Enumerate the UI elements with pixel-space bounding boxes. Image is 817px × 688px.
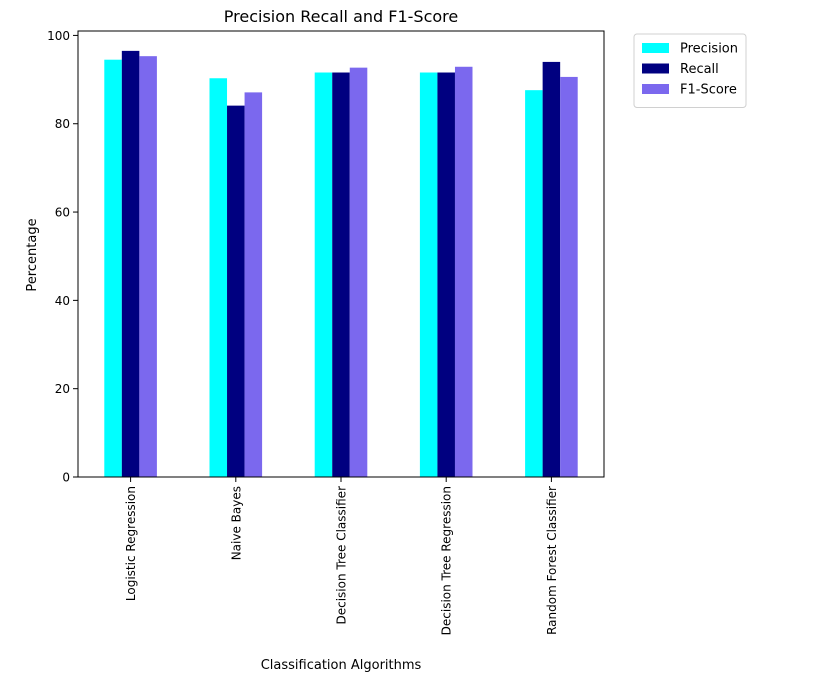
bar-f1-score-naive-bayes xyxy=(244,92,263,477)
bar-f1-score-logistic-regression xyxy=(139,56,157,478)
legend-label-precision: Precision xyxy=(680,42,738,57)
legend-swatch-f1-score xyxy=(642,84,669,94)
y-tick-label: 100 xyxy=(47,29,70,43)
y-tick-label: 80 xyxy=(55,117,70,131)
y-tick-label: 60 xyxy=(55,206,70,220)
x-axis-label: Classification Algorithms xyxy=(261,658,422,673)
x-tick-label-decision-tree-regression: Decision Tree Regression xyxy=(440,486,454,635)
legend: Precision Recall F1-Score xyxy=(633,33,747,108)
bar-recall-decision-tree-regression xyxy=(437,72,455,477)
bar-precision-decision-tree-regression xyxy=(419,72,438,477)
bar-recall-logistic-regression xyxy=(121,50,140,478)
chart-title: Precision Recall and F1-Score xyxy=(224,7,458,26)
legend-label-f1-score: F1-Score xyxy=(680,83,737,98)
legend-label-recall: Recall xyxy=(680,62,719,77)
bar-precision-random-forest-classifier xyxy=(525,90,543,478)
x-tick-label-logistic-regression: Logistic Regression xyxy=(124,486,138,601)
bar-f1-score-decision-tree-classifier xyxy=(349,67,368,478)
legend-swatch-recall xyxy=(642,63,669,74)
y-axis: 0 20 40 60 80 100 xyxy=(47,29,78,485)
y-tick-label: 40 xyxy=(55,294,70,308)
bar-precision-naive-bayes xyxy=(209,78,228,477)
y-tick-label: 0 xyxy=(62,471,70,485)
x-tick-label-random-forest-classifier: Random Forest Classifier xyxy=(545,486,559,635)
bars-layer xyxy=(104,50,578,478)
x-tick-label-decision-tree-classifier: Decision Tree Classifier xyxy=(335,486,349,625)
y-axis-label: Percentage xyxy=(25,218,40,291)
y-tick-label: 20 xyxy=(55,382,70,396)
x-tick-label-naive-bayes: Naive Bayes xyxy=(229,486,243,560)
bar-precision-logistic-regression xyxy=(104,59,122,477)
bar-f1-score-random-forest-classifier xyxy=(560,76,578,478)
bar-recall-decision-tree-classifier xyxy=(332,72,350,477)
x-axis: Logistic Regression Naive Bayes Decision T… xyxy=(124,477,559,635)
bar-recall-random-forest-classifier xyxy=(542,61,561,477)
bar-recall-naive-bayes xyxy=(227,105,245,477)
bar-precision-decision-tree-classifier xyxy=(314,72,333,477)
legend-swatch-precision xyxy=(642,43,669,53)
bar-f1-score-decision-tree-regression xyxy=(454,66,473,478)
